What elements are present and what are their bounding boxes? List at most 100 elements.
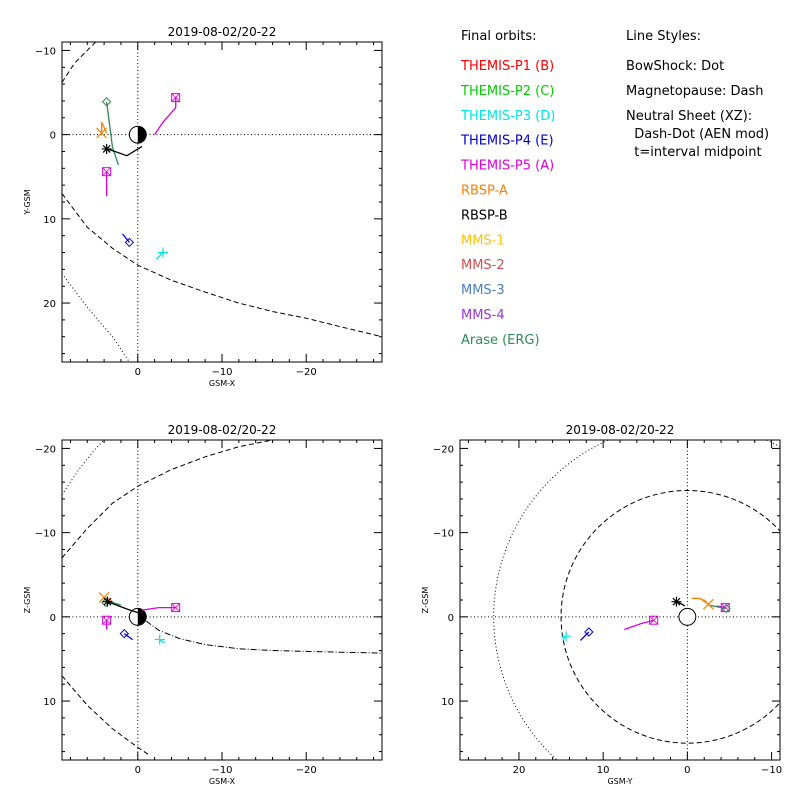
orbit-track-rbsp-b — [107, 601, 144, 615]
orbit-track-arase-erg- — [105, 101, 120, 166]
legend-item: RBSP-B — [461, 208, 508, 223]
x-tick-label: −10 — [761, 765, 782, 776]
earth-night-side — [137, 608, 147, 626]
orbit-marker-x-3 — [96, 127, 108, 139]
x-axis-label: GSM-X — [209, 777, 236, 786]
orbit-marker-square-cross-0 — [649, 615, 658, 625]
legend-item: RBSP-A — [461, 184, 508, 199]
y-tick-label: 0 — [448, 613, 454, 624]
orbit-marker-diamond-2 — [101, 97, 112, 107]
legend-style-line: BowShock: Dot — [626, 59, 724, 74]
legend-item: MMS-3 — [461, 283, 505, 298]
orbit-marker-square-cross-1 — [102, 167, 111, 176]
orbit-track-themis-p4-e- — [579, 631, 590, 641]
legend-item: MMS-1 — [461, 233, 505, 248]
orbit-marker-square-1 — [102, 167, 112, 177]
legend-item: Arase (ERG) — [461, 333, 540, 348]
orbit-track-themis-p5-a- — [154, 97, 177, 135]
orbit-marker-plus-6 — [154, 634, 165, 645]
legend-orbits-title: Final orbits: — [461, 29, 537, 44]
panel-title: 2019-08-02/20-22 — [168, 423, 277, 437]
x-tick-label: −10 — [211, 765, 232, 776]
x-axis-label: GSM-X — [209, 379, 236, 388]
orbit-marker-plus-6 — [158, 247, 169, 258]
y-tick-label: −20 — [35, 444, 56, 455]
legend-item: MMS-4 — [461, 308, 505, 323]
orbit-track-themis-p3-d- — [155, 252, 164, 260]
x-tick-label: 0 — [135, 367, 141, 378]
y-tick-label: 20 — [43, 299, 56, 310]
neutral-sheet-curve-3 — [145, 620, 382, 654]
orbit-marker-diamond-5 — [119, 628, 130, 639]
x-tick-label: 0 — [684, 765, 690, 776]
plot-frame — [61, 41, 383, 363]
y-tick-label: 0 — [50, 613, 56, 624]
earth — [678, 607, 697, 626]
orbit-marker-square-cross-0 — [171, 93, 180, 102]
orbit-marker-square-1 — [102, 615, 112, 625]
legend-item: THEMIS-P4 (E) — [460, 134, 554, 149]
orbit-marker-square-cross-0 — [171, 603, 180, 612]
plot-area — [62, 42, 382, 362]
y-tick-label: −10 — [433, 529, 454, 540]
orbit-marker-square-0 — [171, 93, 181, 103]
orbit-track-themis-p4-e- — [123, 633, 134, 641]
y-tick-label: 10 — [441, 697, 454, 708]
orbit-marker-star-4 — [102, 596, 113, 607]
legend-style-line: Neutral Sheet (XZ): — [626, 109, 752, 124]
orbit-marker-diamond-2 — [721, 603, 731, 614]
orbit-marker-star-4 — [671, 596, 682, 607]
orbit-marker-diamond-5 — [124, 237, 135, 248]
y-tick-label: 10 — [43, 697, 56, 708]
x-tick-label: 20 — [513, 765, 526, 776]
legend-style-line: t=interval midpoint — [626, 145, 762, 160]
plot-frame — [459, 439, 781, 761]
x-tick-label: 10 — [597, 765, 610, 776]
magnetopause-curve-1 — [62, 440, 273, 559]
xz-panel: 0 −10 −20 10 0 −10 −20 2019-08-02/20-22 GSM-X Z-G… — [23, 423, 383, 786]
bowshock-circle-1 — [493, 440, 780, 760]
orbit-marker-square-0 — [649, 615, 659, 625]
legend-styles-title: Line Styles: — [626, 29, 701, 44]
magnetopause-circle-0 — [560, 490, 780, 744]
orbit-marker-star-4 — [101, 143, 112, 154]
plot-frame — [61, 439, 383, 761]
y-tick-label: −10 — [35, 529, 56, 540]
orbit-track-themis-p5-a- — [141, 606, 176, 611]
orbit-marker-diamond-5 — [584, 627, 594, 637]
orbit-marker-plus-6 — [561, 631, 572, 642]
panel-title: 2019-08-02/20-22 — [168, 25, 277, 39]
legend-item: THEMIS-P5 (A) — [460, 159, 554, 174]
x-tick-label: −20 — [296, 765, 317, 776]
legend-item: THEMIS-P1 (B) — [460, 59, 554, 74]
magnetopause-curve-1 — [62, 42, 97, 83]
xy-panel: 0 −10 −20 −10 0 10 20 2019-08-02/20-22 GSM-X Y-GS… — [23, 25, 383, 388]
x-tick-label: −20 — [296, 367, 317, 378]
x-tick-label: 0 — [135, 765, 141, 776]
orbit-marker-square-cross-1 — [102, 615, 111, 625]
orbit-marker-x-3 — [702, 598, 714, 610]
legend: Final orbits: THEMIS-P1 (B) THEMIS-P2 (C) T… — [460, 29, 769, 348]
panel-title: 2019-08-02/20-22 — [566, 423, 675, 437]
legend-item: THEMIS-P2 (C) — [460, 84, 554, 99]
legend-item: THEMIS-P3 (D) — [460, 109, 555, 124]
yz-panel: 20 10 0 −10 10 0 −10 −20 2019-08-02/20-22 GSM-Y Z-… — [421, 423, 782, 786]
magnetopause-curve-0 — [62, 193, 382, 338]
orbit-track-rbsp-b — [106, 145, 143, 157]
y-tick-label: 0 — [50, 131, 56, 142]
y-axis-label: Z-GSM — [421, 587, 430, 614]
plot-area — [460, 440, 780, 760]
orbit-marker-square-0 — [171, 603, 181, 613]
magnetopause-curve-0 — [62, 675, 151, 757]
tick-marks — [62, 42, 382, 362]
legend-style-line: Magnetopause: Dash — [626, 84, 763, 99]
x-axis-label: GSM-Y — [607, 777, 632, 786]
y-axis-label: Y-GSM — [23, 189, 32, 215]
x-tick-label: −10 — [211, 367, 232, 378]
y-tick-label: −10 — [35, 46, 56, 57]
legend-style-line: Dash-Dot (AEN mod) — [626, 127, 769, 142]
earth-night-side — [137, 126, 147, 144]
plot-area — [62, 440, 382, 760]
tick-marks — [460, 440, 780, 760]
